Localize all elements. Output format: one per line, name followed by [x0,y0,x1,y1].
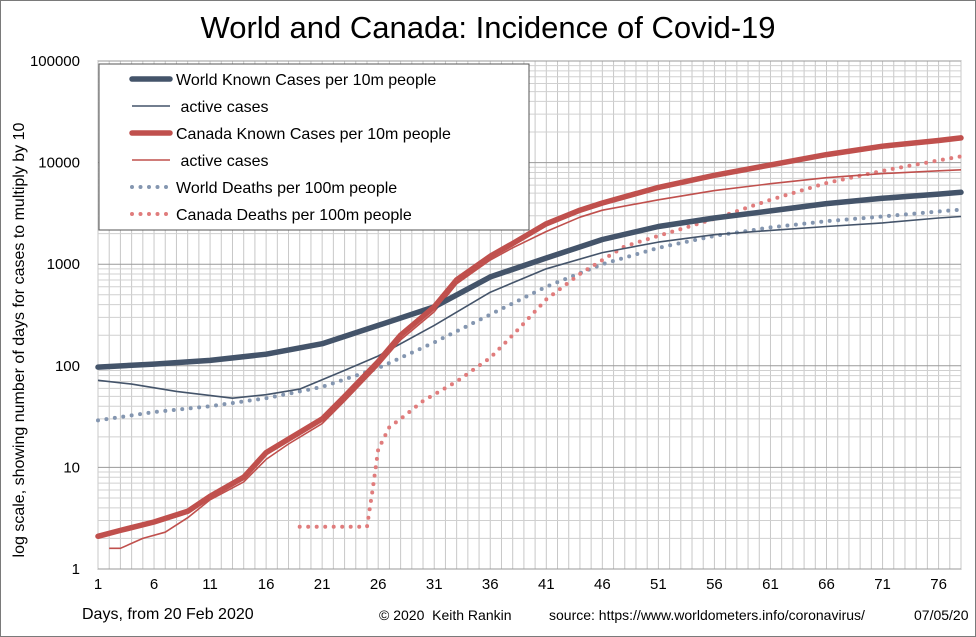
legend-label-2: Canada Known Cases per 10m people [176,126,451,143]
x-axis-label: Days, from 20 Feb 2020 [82,606,254,623]
x-tick-label: 21 [314,576,331,593]
y-tick-label: 1000 [47,256,80,273]
series-line-4 [96,207,963,423]
legend-label-4: World Deaths per 100m people [176,180,397,197]
x-tick-label: 31 [426,576,443,593]
y-tick-label: 10000 [38,155,80,172]
x-tick-label: 71 [874,576,891,593]
x-tick-label: 16 [258,576,275,593]
x-tick-label: 1 [94,576,102,593]
x-tick-label: 61 [762,576,779,593]
legend-label-0: World Known Cases per 10m people [176,72,436,89]
series-line-2 [95,135,964,540]
x-tick-label: 11 [202,576,218,593]
legend-label-1: active cases [176,99,268,116]
y-tick-label: 100000 [30,53,80,70]
publish-date: 07/05/20 [914,607,969,623]
copyright-credit: © 2020 Keith Rankin [379,607,512,623]
x-tick-label: 51 [650,576,667,593]
x-tick-label: 6 [150,576,158,593]
series-line-1 [97,215,962,400]
legend-label-5: Canada Deaths per 100m people [176,207,412,224]
data-source: source: https://www.worldometers.info/co… [549,607,865,623]
series-line-5 [297,154,963,529]
legend-label-3: active cases [176,153,268,170]
chart-title: World and Canada: Incidence of Covid-19 [200,10,776,45]
legend: World Known Cases per 10m people active … [98,63,530,231]
x-tick-label: 26 [370,576,387,593]
legend-box [98,63,530,231]
y-tick-label: 10 [63,459,80,476]
x-tick-label: 46 [594,576,611,593]
y-tick-label: 1 [72,561,80,578]
x-tick-label: 36 [482,576,499,593]
x-tick-label: 41 [538,576,555,593]
series-line-0 [95,189,964,370]
series-line-3 [109,169,962,550]
x-tick-label: 56 [706,576,723,593]
x-tick-label: 76 [930,576,947,593]
x-tick-label: 66 [818,576,835,593]
series-lines [95,135,964,550]
y-tick-label: 100 [55,358,80,375]
